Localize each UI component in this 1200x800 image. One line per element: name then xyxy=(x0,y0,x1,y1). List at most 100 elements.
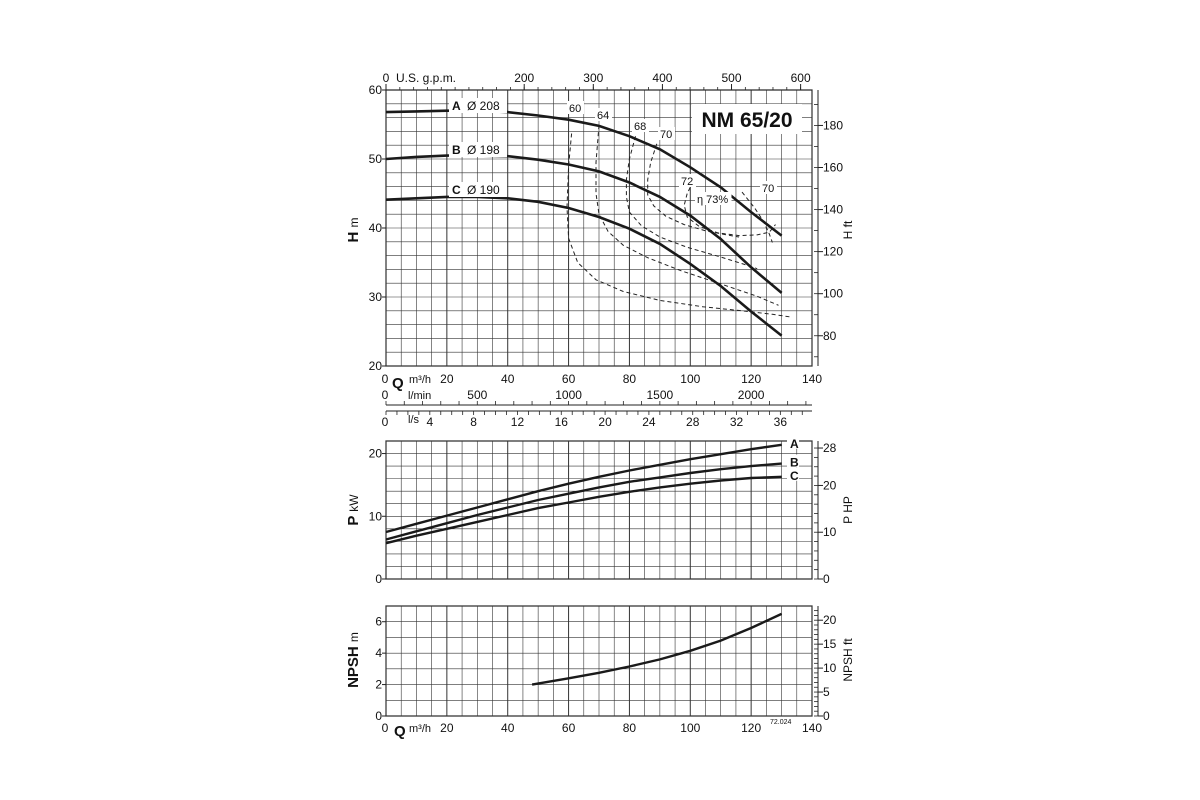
q-m3h-tick-label: 20 xyxy=(440,372,454,386)
head-y-tick-label: 60 xyxy=(369,83,383,97)
head-y-label: H m xyxy=(345,218,362,243)
lmin-tick-label: 1000 xyxy=(555,388,582,402)
npsh-ft-tick-label: 5 xyxy=(823,685,830,699)
npsh-y-tick-label: 4 xyxy=(375,646,382,660)
efficiency-label-bg xyxy=(595,108,612,121)
chart-title: NM 65/20 xyxy=(701,109,792,132)
curve-label-bg xyxy=(449,142,507,157)
ls-tick-label: 20 xyxy=(598,415,612,429)
gpm-tick-label: 600 xyxy=(791,71,811,85)
npsh-ft-tick-label: 20 xyxy=(823,613,837,627)
efficiency-label: η 73% xyxy=(697,194,728,206)
q-m3h-unit: m³/h xyxy=(409,374,431,386)
q-bottom-tick-label: 60 xyxy=(562,721,576,735)
curve-diameter-a: Ø 208 xyxy=(467,99,500,113)
efficiency-label: 64 xyxy=(597,110,609,122)
power-label-bg xyxy=(787,435,799,449)
gpm-tick-label: 300 xyxy=(583,71,603,85)
q-m3h-tick-label: 0 xyxy=(382,372,389,386)
q-bottom-tick-label: 120 xyxy=(741,721,761,735)
ls-tick-label: 28 xyxy=(686,415,700,429)
head-ft-label: H ft xyxy=(841,220,855,239)
ls-tick-label: 16 xyxy=(555,415,569,429)
q-label: Q xyxy=(392,375,404,392)
power-curve-a xyxy=(385,443,782,534)
q-m3h-tick-label: 140 xyxy=(802,372,822,386)
power-y-label: P kW xyxy=(345,494,362,526)
q-bottom-tick-label: 140 xyxy=(802,721,822,735)
npsh-ft-tick-label: 15 xyxy=(823,637,837,651)
curve-diameter-c: Ø 190 xyxy=(467,183,500,197)
title-background xyxy=(692,104,802,134)
head-ft-tick-label: 140 xyxy=(823,203,843,217)
curve-label-c: C xyxy=(452,183,461,197)
q-m3h-tick-label: 60 xyxy=(562,372,576,386)
head-y-tick-label: 20 xyxy=(369,359,383,373)
efficiency-label-bg xyxy=(632,119,649,132)
power-y-tick-label: 0 xyxy=(375,572,382,586)
curve-label-b: B xyxy=(452,143,461,157)
head-y-tick-label: 50 xyxy=(369,152,383,166)
curve-label-a: A xyxy=(452,99,461,113)
power-hp-tick-label: 0 xyxy=(823,572,830,586)
power-label-bg xyxy=(787,454,799,468)
power-hp-label: P HP xyxy=(841,496,855,524)
head-y-tick-label: 30 xyxy=(369,290,383,304)
lmin-tick-label: 1500 xyxy=(647,388,674,402)
efficiency-label-bg xyxy=(679,174,696,187)
ls-unit: l/s xyxy=(408,414,420,426)
q-m3h-tick-label: 40 xyxy=(501,372,515,386)
efficiency-label: 60 xyxy=(569,103,581,115)
head-y-tick-label: 40 xyxy=(369,221,383,235)
head-ft-tick-label: 100 xyxy=(823,287,843,301)
efficiency-label: 68 xyxy=(634,121,646,133)
q-bottom-tick-label: 100 xyxy=(680,721,700,735)
q-bottom-tick-label: 20 xyxy=(440,721,454,735)
efficiency-label-bg xyxy=(567,101,584,114)
q-bottom-tick-label: 80 xyxy=(623,721,637,735)
npsh-y-tick-label: 6 xyxy=(375,615,382,629)
head-ft-tick-label: 160 xyxy=(823,161,843,175)
power-chart-panel: 0 10 20 ABC P kW 0 10 20 28 P HP xyxy=(345,435,855,586)
q-m3h-tick-label: 100 xyxy=(680,372,700,386)
efficiency-label-bg xyxy=(658,127,675,140)
efficiency-curve xyxy=(595,125,779,306)
head-ft-tick-label: 80 xyxy=(823,329,837,343)
efficiency-label-bg xyxy=(695,192,732,205)
ls-tick-label: 8 xyxy=(470,415,477,429)
power-curve-label-b: B xyxy=(790,456,799,470)
head-ft-tick-label: 180 xyxy=(823,118,843,132)
efficiency-label-bg xyxy=(760,181,777,194)
curve-label-bg xyxy=(449,98,507,113)
efficiency-label: 70 xyxy=(762,183,774,195)
curve-label-bg xyxy=(449,182,507,197)
npsh-ft-label: NPSH ft xyxy=(841,638,855,682)
npsh-ft-tick-label: 10 xyxy=(823,661,837,675)
curve-diameter-b: Ø 198 xyxy=(467,143,500,157)
power-y-tick-label: 20 xyxy=(369,447,383,461)
ls-tick-label: 24 xyxy=(642,415,656,429)
q-bottom-tick-label: 0 xyxy=(382,721,389,735)
npsh-curve xyxy=(531,612,783,686)
ls-tick-label: 36 xyxy=(774,415,788,429)
power-y-tick-label: 10 xyxy=(369,509,383,523)
q-m3h-tick-label: 80 xyxy=(623,372,637,386)
ls-tick-label: 12 xyxy=(511,415,525,429)
efficiency-label: 72 xyxy=(681,176,693,188)
npsh-ft-tick-label: 0 xyxy=(823,709,830,723)
q-bottom-label: Q xyxy=(394,723,406,740)
lmin-tick-label: 500 xyxy=(467,388,487,402)
power-curve-label-a: A xyxy=(790,437,799,451)
gpm-tick-label: 400 xyxy=(652,71,672,85)
ls-tick-label: 32 xyxy=(730,415,744,429)
q-m3h-tick-label: 120 xyxy=(741,372,761,386)
power-curve-c xyxy=(385,475,782,545)
npsh-y-tick-label: 2 xyxy=(375,678,382,692)
power-curve-b xyxy=(385,462,782,541)
npsh-y-tick-label: 0 xyxy=(375,709,382,723)
lmin-unit: l/min xyxy=(408,390,431,402)
power-label-bg xyxy=(787,467,799,481)
power-hp-tick-label: 20 xyxy=(823,478,837,492)
